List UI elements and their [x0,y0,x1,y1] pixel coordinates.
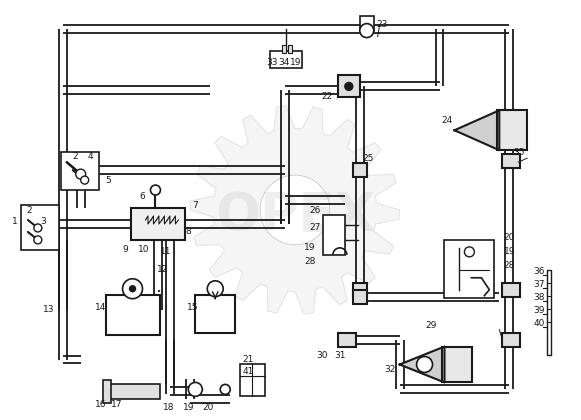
Text: 28: 28 [304,257,315,266]
Text: 27: 27 [309,223,321,232]
Bar [353,290,367,304]
Text: 10: 10 [138,245,149,255]
Bar [353,283,367,297]
Bar [503,333,520,346]
Bar [240,365,265,396]
Bar [195,295,235,333]
Bar [103,381,110,403]
Circle shape [130,286,135,292]
Text: 2: 2 [26,205,32,215]
Bar [106,384,160,399]
Text: 11: 11 [160,247,171,256]
Bar [106,295,160,335]
Circle shape [76,169,85,179]
Bar [61,152,99,190]
Text: 5: 5 [106,176,112,185]
Text: 35: 35 [514,148,525,157]
Bar [338,76,360,97]
Bar [443,346,472,383]
Bar [353,163,367,177]
Text: 19: 19 [304,243,315,252]
Text: 39: 39 [533,306,545,315]
Circle shape [150,185,160,195]
Circle shape [260,175,330,245]
Text: 33: 33 [266,58,278,67]
Text: 21: 21 [242,355,254,364]
Bar [282,45,286,52]
Text: 20: 20 [504,234,515,242]
Text: 34: 34 [278,58,290,67]
Bar [547,270,551,354]
Text: 19: 19 [290,58,302,67]
Text: 6: 6 [139,192,145,200]
Circle shape [360,24,374,37]
Bar [131,208,185,240]
Circle shape [207,281,223,297]
Bar [503,283,520,297]
Text: 31: 31 [334,351,346,360]
Text: 32: 32 [384,365,395,374]
Text: 25: 25 [362,154,374,163]
Circle shape [34,236,42,244]
Text: 24: 24 [442,116,453,125]
Bar [21,205,59,250]
Text: OPEX: OPEX [215,190,375,242]
Text: 36: 36 [533,267,545,276]
Bar [338,333,356,346]
Text: 18: 18 [163,403,174,412]
Text: 19: 19 [182,403,194,412]
Circle shape [464,247,475,257]
Text: 29: 29 [426,321,437,330]
Text: 12: 12 [157,265,168,274]
Polygon shape [191,106,400,314]
Text: 38: 38 [533,293,545,302]
Circle shape [81,176,89,184]
Circle shape [345,82,353,90]
Bar [497,110,527,150]
Text: 23: 23 [376,20,388,29]
Bar [323,215,345,255]
Text: 8: 8 [185,227,191,236]
Circle shape [188,383,202,396]
Text: 1: 1 [12,218,18,226]
Bar [270,50,302,68]
Circle shape [417,357,432,373]
Text: 7: 7 [192,200,198,210]
Circle shape [34,224,42,232]
Text: 41: 41 [242,367,254,376]
Text: 13: 13 [43,305,55,314]
Polygon shape [454,110,499,150]
Text: 19: 19 [504,247,515,256]
Text: 14: 14 [95,303,106,312]
Circle shape [123,279,142,299]
Text: 9: 9 [123,245,128,255]
Bar [288,45,292,52]
Text: 16: 16 [95,400,106,409]
Text: 26: 26 [309,205,321,215]
Polygon shape [400,346,444,383]
Bar [444,240,494,298]
Text: 28: 28 [504,261,515,270]
Text: 22: 22 [321,92,332,101]
Text: 3: 3 [40,218,46,226]
Text: 15: 15 [187,303,198,312]
Text: 4: 4 [88,152,94,161]
Circle shape [220,384,230,394]
Text: 2: 2 [72,152,77,161]
Text: 17: 17 [111,400,123,409]
Bar [503,154,520,168]
Text: 37: 37 [533,280,545,289]
Text: 20: 20 [203,403,214,412]
Bar [360,16,374,31]
Text: 40: 40 [533,319,545,328]
Text: 30: 30 [316,351,328,360]
